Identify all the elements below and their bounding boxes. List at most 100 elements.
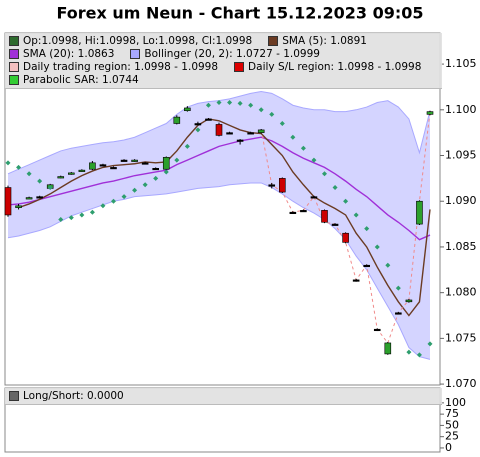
candle-body <box>395 312 402 315</box>
y-tick-label: 1.100 <box>445 103 477 116</box>
sar-point <box>406 349 412 355</box>
candle-body <box>363 264 371 268</box>
candle-body <box>384 342 392 355</box>
legend: Long/Short: 0.0000 <box>5 388 442 405</box>
sar-point <box>290 134 296 140</box>
candle-body <box>68 172 75 175</box>
sar-point <box>16 164 22 170</box>
sar-point <box>385 262 391 268</box>
sar-point <box>216 99 222 105</box>
legend-item: Parabolic SAR: 1.0744 <box>9 74 139 86</box>
sar-point <box>427 341 433 347</box>
candle-body <box>426 111 434 115</box>
bollinger-band <box>8 91 430 360</box>
candle-body <box>194 123 202 126</box>
candle-body <box>310 196 318 199</box>
candle-body <box>373 328 381 332</box>
y-tick-label: 1.105 <box>445 57 477 70</box>
chart-title: Forex um Neun - Chart 15.12.2023 09:05 <box>56 4 423 23</box>
legend-swatch <box>9 391 19 401</box>
candle-body <box>300 210 307 213</box>
candle-body <box>162 157 170 170</box>
legend-item: Op:1.0998, Hi:1.0998, Lo:1.0998, Cl:1.09… <box>9 35 252 47</box>
sar-point <box>121 194 127 200</box>
sar-point <box>58 217 64 223</box>
candle-body <box>247 132 254 135</box>
sar-point <box>205 102 211 108</box>
candle-body <box>4 187 12 216</box>
y-tick-label: 1.080 <box>445 286 477 299</box>
legend-swatch <box>9 36 19 46</box>
sar-point <box>153 175 159 181</box>
sar-point <box>248 102 254 108</box>
legend-swatch <box>9 75 19 85</box>
candle-body <box>99 164 107 167</box>
y-tick-label: 0 <box>445 441 452 454</box>
sar-point <box>100 203 106 209</box>
candle-body <box>25 197 33 200</box>
sar-point <box>237 100 243 106</box>
legend-swatch <box>9 49 19 59</box>
y-tick-label: 1.070 <box>445 377 477 390</box>
sar-point <box>353 212 359 218</box>
sar-point <box>332 185 338 191</box>
y-tick-label: 100 <box>445 396 466 409</box>
sar-point <box>416 352 422 358</box>
y-tick-label: 1.090 <box>445 194 477 207</box>
candle-body <box>120 159 128 162</box>
candle-body <box>226 132 233 135</box>
legend-swatch <box>268 36 279 46</box>
sar-point <box>395 285 401 291</box>
sar-point <box>79 212 85 218</box>
sar-point <box>269 111 275 117</box>
legend-item: SMA (5): 1.0891 <box>268 35 367 47</box>
line <box>18 118 431 317</box>
sar-point <box>311 157 317 163</box>
sar-point <box>89 209 95 215</box>
legend-swatch <box>130 49 141 59</box>
legend-label: Bollinger (20, 2): 1.0727 - 1.0999 <box>144 48 320 60</box>
y-tick-label: 1.095 <box>445 149 477 162</box>
candle-body <box>342 232 349 243</box>
legend-item: SMA (20): 1.0863 <box>9 48 114 60</box>
sar-point <box>322 171 327 177</box>
candle-body <box>78 169 86 172</box>
sar-point <box>47 185 53 191</box>
sar-point <box>343 198 349 204</box>
legend-label: SMA (20): 1.0863 <box>23 48 115 60</box>
candle-body <box>289 211 297 214</box>
candle-body <box>416 200 423 225</box>
legend-swatch <box>9 62 19 72</box>
candle-body <box>36 196 43 199</box>
y-tick-label: 50 <box>445 418 459 431</box>
candle-body <box>173 116 181 124</box>
sar-point <box>279 121 285 127</box>
sar-point <box>142 182 148 188</box>
sar-point <box>195 127 201 133</box>
legend: Op:1.0998, Hi:1.0998, Lo:1.0998, Cl:1.09… <box>5 33 442 89</box>
y-tick-label: 1.075 <box>445 331 477 344</box>
legend-label: Long/Short: 0.0000 <box>23 390 124 402</box>
legend-item: Daily S/L region: 1.0998 - 1.0998 <box>234 61 421 73</box>
candle-body <box>184 107 191 112</box>
legend-item: Daily trading region: 1.0998 - 1.0998 <box>9 61 218 73</box>
sar-point <box>37 178 43 184</box>
sar-point <box>163 169 169 175</box>
candle-body <box>278 178 286 193</box>
bollinger-lower <box>7 182 431 360</box>
sar-point <box>132 187 138 193</box>
sar-point <box>26 171 32 177</box>
candle-body <box>331 223 339 226</box>
candle-body <box>152 168 159 171</box>
legend-item: Long/Short: 0.0000 <box>9 390 124 402</box>
sar-point <box>111 198 116 204</box>
sar-point <box>364 226 370 232</box>
sar-point <box>374 244 380 250</box>
line <box>260 111 431 344</box>
sar-point <box>5 160 11 166</box>
sar-point <box>174 157 180 163</box>
sar-point <box>227 99 233 105</box>
candle-body <box>57 176 65 179</box>
legend-label: Op:1.0998, Hi:1.0998, Lo:1.0998, Cl:1.09… <box>23 35 253 47</box>
